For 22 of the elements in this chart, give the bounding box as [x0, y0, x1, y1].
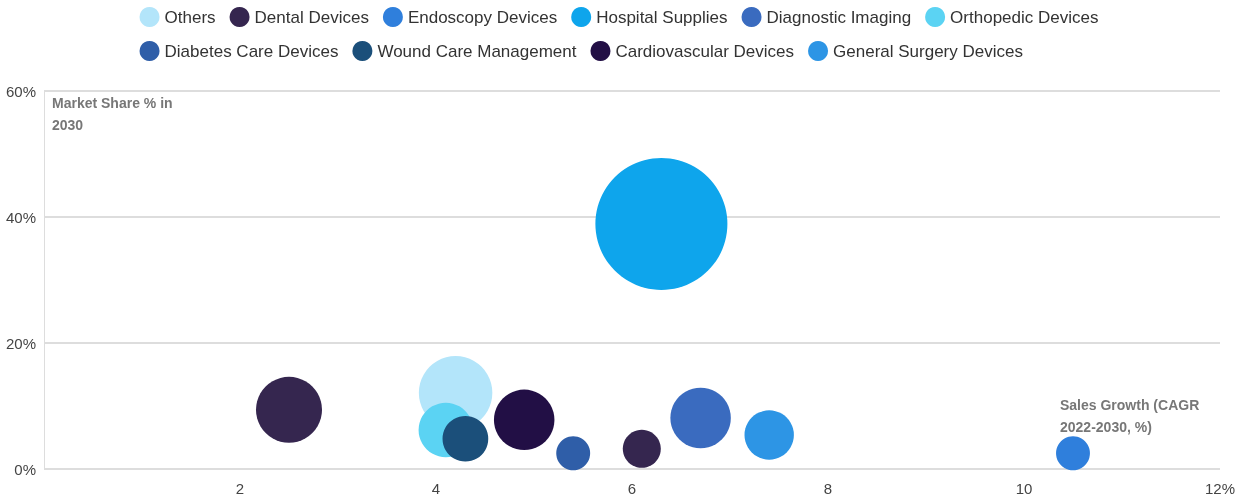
legend-label: General Surgery Devices — [833, 41, 1023, 61]
x-tick-label: 12% — [1204, 480, 1235, 497]
y-tick-label: 60% — [5, 82, 36, 100]
x-tick-label: 2 — [235, 480, 245, 497]
legend-label: Dental Devices — [254, 7, 369, 27]
y-tick-label: 40% — [5, 208, 36, 226]
y-tick-label: 20% — [5, 334, 36, 352]
legend-label: Cardiovascular Devices — [615, 41, 795, 61]
x-tick-label: 8 — [823, 480, 833, 497]
legend-label: Orthopedic Devices — [950, 7, 1099, 27]
legend-label: Others — [164, 7, 216, 27]
legend-label: Diabetes Care Devices — [164, 41, 339, 61]
legend-label: Wound Care Management — [377, 41, 577, 61]
y-axis-title: Market Share % in 2030 — [52, 95, 177, 133]
legend-label: Endoscopy Devices — [407, 7, 558, 27]
y-tick-label: 0% — [14, 460, 36, 478]
legend-label: Hospital Supplies — [596, 7, 728, 27]
legend-label: Diagnostic Imaging — [766, 7, 912, 27]
x-tick-label: 10 — [1015, 480, 1033, 497]
x-tick-label: 6 — [627, 480, 637, 497]
x-axis-title: Sales Growth (CAGR 2022-2030, %) — [1060, 397, 1204, 435]
x-tick-label: 4 — [431, 480, 441, 497]
